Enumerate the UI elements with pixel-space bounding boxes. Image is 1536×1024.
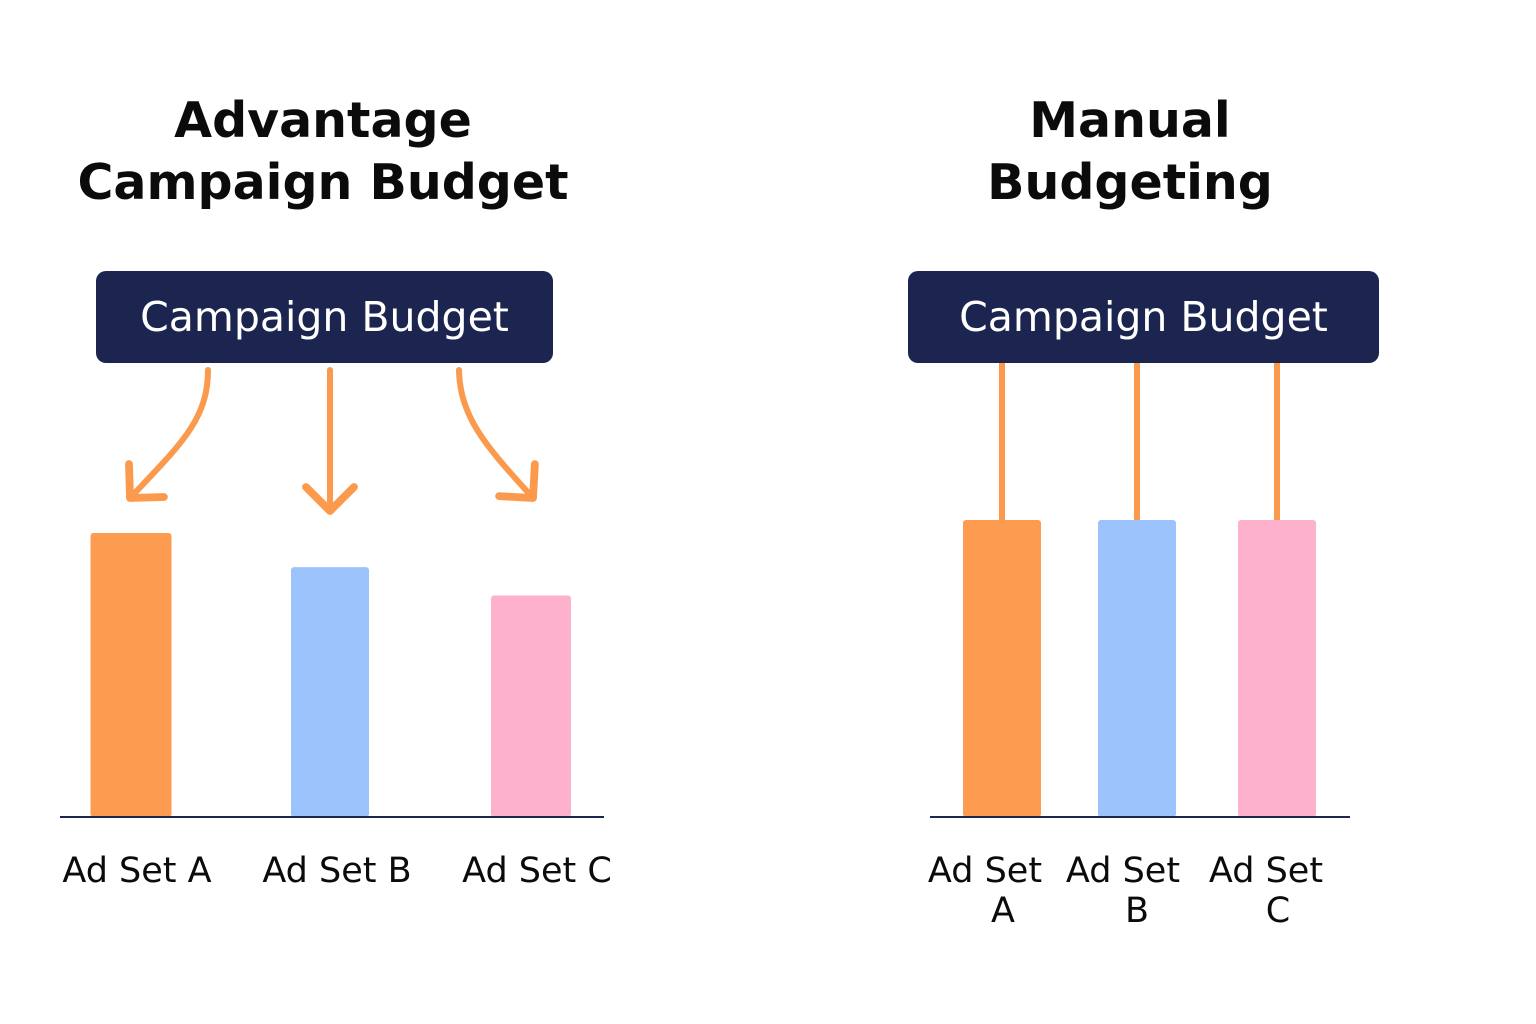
bar-ad-set-a <box>90 533 172 817</box>
campaign-budget-label: Campaign Budget <box>140 293 509 341</box>
category-label: Ad Set <box>928 851 1042 891</box>
bar-ad-set-c <box>1238 520 1316 817</box>
chart-title: Budgeting <box>987 154 1273 211</box>
category-label: C <box>1266 891 1290 931</box>
campaign-budget-label: Campaign Budget <box>959 293 1328 341</box>
category-label: A <box>991 891 1015 931</box>
chart-title: Advantage <box>174 92 472 149</box>
category-label: Ad Set C <box>462 851 612 891</box>
budget-arrow <box>125 367 211 502</box>
chart-title: Campaign Budget <box>77 154 568 211</box>
campaign-budget-box <box>908 271 1379 363</box>
bar-ad-set-c <box>491 595 571 817</box>
bar-ad-set-b <box>291 567 369 817</box>
category-label: Ad Set B <box>262 851 411 891</box>
category-label: Ad Set <box>1209 851 1323 891</box>
budget-arrow <box>456 367 539 502</box>
campaign-budget-box <box>96 271 553 363</box>
bar-ad-set-a <box>963 520 1041 817</box>
category-label: B <box>1125 891 1149 931</box>
chart-title: Manual <box>1029 92 1230 149</box>
bar-ad-set-b <box>1098 520 1176 817</box>
category-label: Ad Set A <box>62 851 211 891</box>
category-label: Ad Set <box>1066 851 1180 891</box>
